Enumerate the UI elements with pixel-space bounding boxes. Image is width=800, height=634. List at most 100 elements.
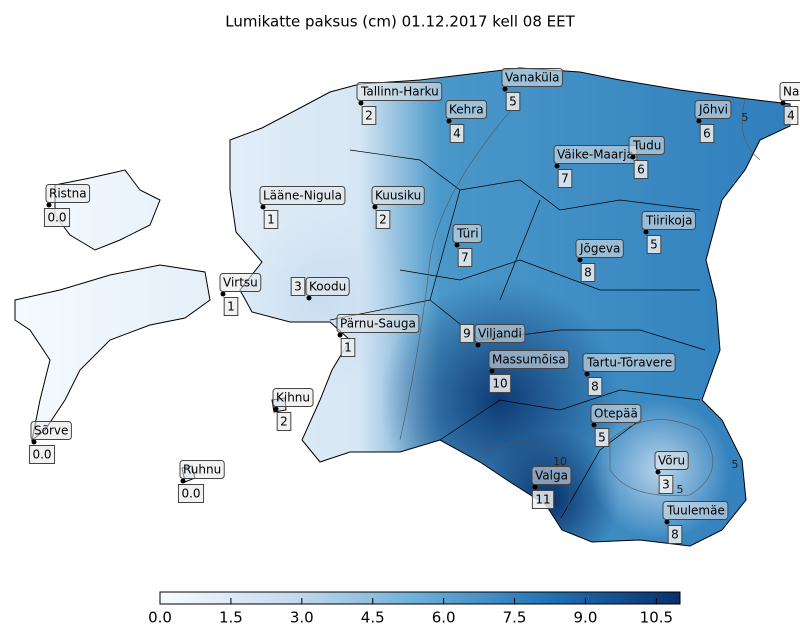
station-point	[554, 163, 560, 169]
station-value: 8	[671, 528, 679, 542]
station-value: 1	[344, 341, 352, 355]
station-value: 6	[703, 127, 711, 141]
value-box	[457, 248, 473, 267]
name-box	[575, 239, 624, 258]
station-name: Vanaküla	[505, 71, 559, 85]
station-value: 6	[637, 163, 645, 177]
station-name: Otepää	[594, 407, 638, 421]
station-name: Väike-Maarja	[557, 148, 634, 162]
station-value: 0.0	[47, 211, 66, 225]
contour-label: 5	[742, 111, 749, 124]
station-name: Tiirikoja	[645, 214, 692, 228]
station-value: 3	[294, 280, 302, 294]
value-box	[28, 445, 56, 464]
station-point	[446, 118, 452, 124]
station-value: 0.0	[32, 448, 51, 462]
name-box	[371, 186, 425, 205]
value-box	[263, 210, 279, 229]
station-name: Narva	[783, 85, 800, 99]
name-box	[501, 68, 563, 87]
station-point	[591, 422, 597, 428]
name-box	[45, 184, 91, 203]
station-name: Viljandi	[478, 327, 522, 341]
value-box	[43, 208, 71, 227]
station-point	[696, 118, 702, 124]
name-box	[488, 350, 570, 369]
value-box	[667, 525, 683, 544]
value-box	[340, 338, 356, 357]
map-title: Lumikatte paksus (cm) 01.12.2017 kell 08…	[225, 13, 575, 31]
value-box	[361, 106, 377, 125]
station-name: Võru	[658, 454, 685, 468]
colorbar-tick-label: 6.0	[432, 609, 456, 627]
station-value: 7	[561, 172, 569, 186]
station-point	[454, 242, 460, 248]
station-point	[220, 291, 226, 297]
name-box	[582, 353, 676, 372]
station-point	[273, 406, 279, 412]
colorbar-tick-label: 10.5	[640, 609, 673, 627]
station-name: Lääne-Nigula	[263, 189, 342, 203]
value-box	[177, 484, 205, 503]
station-name: Kihnu	[276, 391, 310, 405]
station-name: Ruhnu	[183, 463, 221, 477]
name-box	[641, 211, 696, 230]
colorbar	[159, 591, 681, 605]
station-value: 2	[379, 213, 387, 227]
station-point	[372, 204, 378, 210]
station-point	[584, 371, 590, 377]
name-box	[356, 82, 443, 101]
station-name: Koodu	[309, 280, 346, 294]
colorbar-tick-label: 7.5	[503, 609, 527, 627]
value-box	[594, 428, 610, 447]
station-value: 7	[461, 251, 469, 265]
value-box	[290, 277, 306, 296]
contour-label: 10	[553, 455, 567, 468]
station-value: 10	[492, 377, 507, 391]
station-value: 4	[787, 109, 795, 123]
name-box	[445, 100, 488, 119]
name-box	[628, 136, 665, 155]
colorbar-tick-label: 4.5	[361, 609, 385, 627]
value-box	[580, 263, 596, 282]
station-point	[780, 100, 786, 106]
station-value: 5	[598, 431, 606, 445]
value-box	[531, 490, 555, 509]
name-box	[474, 324, 526, 343]
station-name: Tartu-Tõravere	[586, 356, 672, 370]
overlays: Vanaküla 5 Tallinn-Harku 2 Kehra 4 Narva 4 Jõhvi…	[28, 68, 800, 627]
station-value: 3	[662, 478, 670, 492]
station-point	[337, 332, 343, 338]
station-name: Virtsu	[223, 276, 258, 290]
station-point	[358, 100, 364, 106]
name-box	[219, 273, 262, 292]
station-name: Kehra	[449, 103, 484, 117]
station-value: 1	[227, 300, 235, 314]
name-box	[272, 388, 314, 407]
name-box	[531, 466, 572, 485]
station-point	[31, 439, 37, 445]
station-point	[180, 478, 186, 484]
station-value: 2	[365, 109, 373, 123]
station-value: 9	[463, 327, 471, 341]
name-box	[779, 82, 800, 101]
station-point	[630, 154, 636, 160]
station-value: 2	[280, 415, 288, 429]
value-box	[488, 374, 512, 393]
value-box	[633, 160, 649, 179]
station-name: Massumõisa	[492, 353, 566, 367]
value-box	[557, 169, 573, 188]
station-name: Tudu	[632, 139, 661, 153]
station-name: Türi	[456, 227, 479, 241]
name-box	[654, 451, 689, 470]
station-point	[475, 342, 481, 348]
name-box	[336, 314, 420, 333]
station-name: Jõgeva	[579, 242, 620, 256]
name-box	[662, 501, 729, 520]
station-point	[46, 202, 52, 208]
station-point	[489, 368, 495, 374]
name-box	[30, 421, 72, 440]
station-value: 0.0	[181, 487, 200, 501]
name-box	[305, 277, 350, 296]
